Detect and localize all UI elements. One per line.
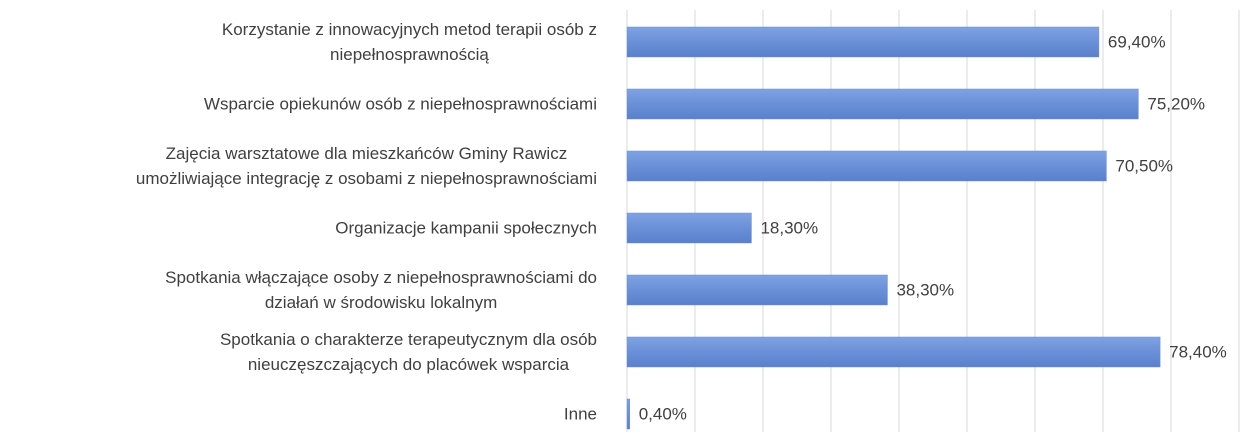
value-label: 70,50% bbox=[1115, 156, 1173, 175]
value-label: 78,40% bbox=[1169, 342, 1227, 361]
category-text: Spotkania włączające osoby z niepełnospr… bbox=[165, 268, 597, 312]
category-text: Wsparcie opiekunów osób z niepełnosprawn… bbox=[203, 94, 597, 114]
category-label: Organizacje kampanii społecznych bbox=[335, 216, 597, 241]
category-label: Zajęcia warsztatowe dla mieszkańców Gmin… bbox=[136, 141, 597, 191]
category-label: Spotkania włączające osoby z niepełnospr… bbox=[165, 265, 597, 315]
category-text: Inne bbox=[563, 404, 597, 424]
category-text: Spotkania o charakterze terapeutycznym d… bbox=[219, 330, 597, 374]
bar bbox=[626, 336, 1161, 368]
category-label: Spotkania o charakterze terapeutycznym d… bbox=[220, 327, 597, 377]
value-label: 18,30% bbox=[760, 218, 818, 237]
value-label: 38,30% bbox=[896, 280, 954, 299]
value-label: 69,40% bbox=[1108, 32, 1166, 51]
category-text: Organizacje kampanii społecznych bbox=[335, 218, 597, 238]
value-label: 0,40% bbox=[639, 404, 687, 423]
category-label: Inne bbox=[564, 402, 597, 427]
category-label: Wsparcie opiekunów osób z niepełnosprawn… bbox=[204, 92, 597, 117]
category-label: Korzystanie z innowacyjnych metod terapi… bbox=[222, 17, 597, 67]
bar bbox=[626, 212, 752, 244]
category-text: Korzystanie z innowacyjnych metod terapi… bbox=[221, 20, 597, 64]
bar bbox=[626, 26, 1100, 58]
value-label: 75,20% bbox=[1147, 94, 1205, 113]
bar bbox=[626, 398, 630, 430]
bar bbox=[626, 88, 1139, 120]
bar bbox=[626, 150, 1107, 182]
bar bbox=[626, 274, 888, 306]
category-text: Zajęcia warsztatowe dla mieszkańców Gmin… bbox=[135, 144, 597, 188]
